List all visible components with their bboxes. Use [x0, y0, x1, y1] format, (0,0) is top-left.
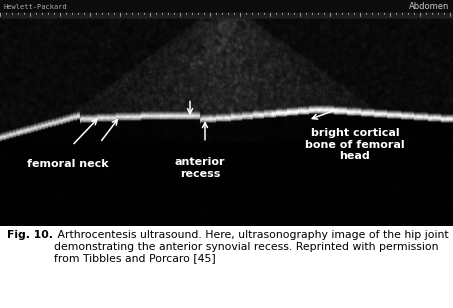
Text: Fig. 10.: Fig. 10. — [7, 230, 53, 240]
Text: bright cortical
bone of femoral
head: bright cortical bone of femoral head — [305, 128, 405, 161]
Text: Hewlett-Packard: Hewlett-Packard — [4, 4, 68, 10]
Text: Arthrocentesis ultrasound. Here, ultrasonography image of the hip joint demonstr: Arthrocentesis ultrasound. Here, ultraso… — [54, 230, 448, 264]
Text: anterior
recess: anterior recess — [175, 157, 225, 179]
Text: femoral neck: femoral neck — [27, 160, 109, 169]
Text: Abdomen: Abdomen — [409, 2, 449, 11]
